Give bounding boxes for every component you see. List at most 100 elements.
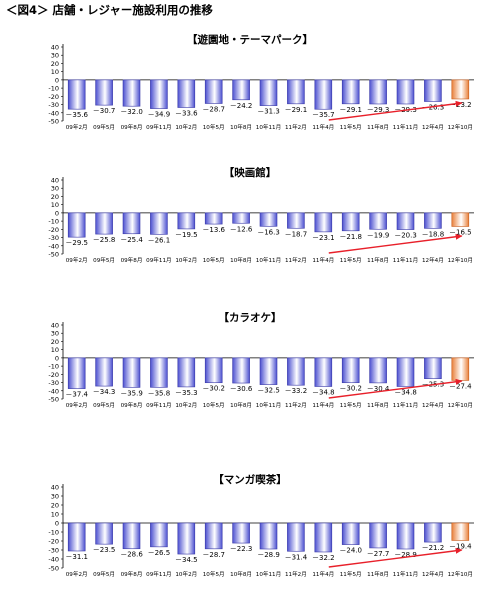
data-label: －23.1 [312, 234, 335, 242]
data-label: －19.5 [175, 231, 198, 239]
x-tick-label: 09年8月 [121, 401, 143, 409]
x-tick-label: 09年2月 [66, 401, 88, 409]
x-tick-label: 10年2月 [175, 401, 197, 409]
x-tick-label: 11年2月 [285, 123, 307, 131]
figure-title: ＜図4＞ 店舗・レジャー施設利用の推移 [6, 3, 213, 17]
x-tick-label: 09年11月 [146, 570, 171, 578]
bar [232, 357, 250, 384]
data-label: －12.6 [230, 225, 253, 233]
chart-panel-karaoke: 【カラオケ】 40 30 20 10 0 -10 -20 -30 -40 -50 －37.4 09年2… [0, 308, 500, 426]
data-label: －30.7 [93, 107, 116, 115]
x-tick-label: 10年2月 [175, 256, 197, 264]
y-tick-label: 20 [51, 60, 59, 68]
bar [122, 357, 141, 388]
bar [232, 79, 250, 101]
bar [369, 212, 387, 230]
x-tick-label: 10年5月 [203, 570, 225, 578]
x-tick-label: 11年5月 [340, 123, 362, 131]
data-label: －16.3 [257, 228, 280, 236]
x-tick-label: 11年5月 [340, 570, 362, 578]
bar [259, 212, 278, 227]
data-label: －26.1 [148, 236, 171, 244]
y-tick-label: -10 [48, 218, 59, 226]
x-tick-label: 11年11月 [393, 256, 418, 264]
y-tick-label: 40 [51, 484, 59, 492]
data-label: －35.3 [175, 389, 198, 397]
data-label: －25.8 [93, 236, 116, 244]
y-tick-label: -40 [48, 109, 59, 117]
data-label: －24.2 [230, 102, 253, 110]
y-tick-label: -30 [48, 379, 59, 387]
bar [204, 79, 223, 104]
x-tick-label: 11年11月 [393, 123, 418, 131]
data-label: －26.5 [148, 549, 171, 557]
data-label: －30.4 [367, 385, 390, 393]
bar [204, 357, 223, 384]
bar [287, 212, 305, 229]
y-tick-label: -30 [48, 101, 59, 109]
data-label: －32.2 [312, 554, 335, 562]
bar [150, 357, 168, 388]
trend-arrow [328, 547, 463, 568]
bar [122, 212, 141, 235]
x-tick-label: 09年11月 [146, 256, 171, 264]
x-tick-label: 10年8月 [230, 570, 252, 578]
y-tick-label: 0 [55, 209, 59, 217]
bar [396, 522, 415, 550]
x-tick-label: 10年5月 [203, 123, 225, 131]
data-label: －30.2 [202, 385, 225, 393]
chart-panel-cinema: 【映画館】 40 30 20 10 0 -10 -20 -30 -40 -50 －29.5 09年2月… [0, 163, 500, 281]
bar-highlight [451, 79, 470, 100]
bar-highlight [451, 212, 470, 227]
x-tick-label: 09年2月 [66, 570, 88, 578]
bar [259, 357, 278, 385]
data-label: －35.6 [65, 111, 88, 119]
bar [259, 522, 278, 550]
data-label: －26.3 [422, 104, 445, 112]
y-tick-label: -30 [48, 234, 59, 242]
y-tick-label: -20 [48, 226, 59, 234]
x-tick-label: 11年11月 [393, 401, 418, 409]
y-tick-label: 10 [51, 511, 59, 519]
chart-panel-amusement-park: 【遊園地・テーマパーク】 40 30 20 10 0 -10 -20 -30 -40 -50 －35… [0, 30, 500, 148]
y-tick-label: -10 [48, 363, 59, 371]
data-label: －31.3 [257, 108, 280, 116]
y-tick-label: 30 [51, 185, 59, 193]
y-tick-label: -40 [48, 556, 59, 564]
y-tick-label: 10 [51, 68, 59, 76]
data-label: －29.3 [367, 106, 390, 114]
bar [396, 357, 415, 387]
data-label: －23.5 [93, 546, 116, 554]
data-label: －28.7 [202, 105, 225, 113]
y-tick-label: -50 [48, 118, 59, 126]
bar [95, 357, 113, 387]
y-tick-label: 10 [51, 201, 59, 209]
x-tick-label: 12年10月 [448, 123, 473, 131]
y-tick-label: -50 [48, 396, 59, 404]
bar [150, 212, 168, 235]
x-tick-label: 12年10月 [448, 256, 473, 264]
bar [424, 79, 442, 102]
y-tick-label: -20 [48, 538, 59, 546]
data-label: －29.1 [339, 106, 362, 114]
bar [177, 522, 196, 555]
data-label: －34.9 [148, 111, 171, 119]
x-tick-label: 11年2月 [285, 570, 307, 578]
bar [314, 357, 333, 387]
data-label: －35.9 [120, 389, 143, 397]
data-label: －34.8 [394, 389, 417, 397]
chart-title: 【遊園地・テーマパーク】 [187, 34, 313, 46]
data-label: －28.7 [202, 551, 225, 559]
x-tick-label: 09年5月 [93, 401, 115, 409]
y-tick-label: -50 [48, 251, 59, 259]
chart-title: 【映画館】 [223, 167, 277, 179]
x-tick-label: 09年2月 [66, 256, 88, 264]
data-label: －35.7 [312, 111, 335, 119]
bar [424, 522, 442, 543]
data-label: －33.2 [285, 387, 308, 395]
x-tick-label: 09年8月 [121, 256, 143, 264]
bar [67, 357, 86, 389]
bar [341, 522, 360, 545]
